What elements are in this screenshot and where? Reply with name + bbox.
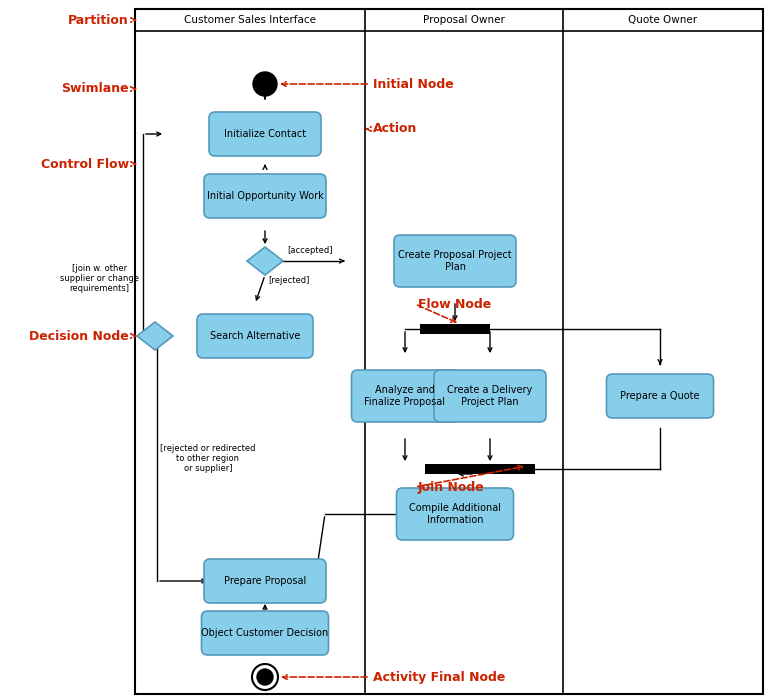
Text: Prepare a Quote: Prepare a Quote [621, 391, 700, 401]
Text: Flow Node: Flow Node [418, 298, 492, 310]
Text: Create a Delivery
Project Plan: Create a Delivery Project Plan [448, 385, 533, 408]
Polygon shape [137, 322, 173, 350]
Bar [425, 464, 535, 474]
Bar [135, 9, 763, 694]
Text: Prepare Proposal: Prepare Proposal [224, 576, 306, 586]
Text: Customer Sales Interface: Customer Sales Interface [184, 15, 316, 25]
Text: [rejected or redirected
to other region
or supplier]: [rejected or redirected to other region … [160, 444, 256, 473]
Text: Quote Owner: Quote Owner [628, 15, 697, 25]
Text: Partition: Partition [68, 13, 129, 27]
Text: [rejected]: [rejected] [268, 276, 310, 285]
FancyBboxPatch shape [352, 370, 458, 422]
Text: Initial Node: Initial Node [373, 78, 454, 90]
Text: Initialize Contact: Initialize Contact [224, 129, 306, 139]
Text: Activity Final Node: Activity Final Node [373, 670, 505, 684]
FancyBboxPatch shape [201, 611, 329, 655]
FancyBboxPatch shape [204, 559, 326, 603]
Polygon shape [247, 247, 283, 275]
Text: [accepted]: [accepted] [287, 246, 333, 255]
Text: Decision Node: Decision Node [29, 329, 129, 343]
Text: Proposal Owner: Proposal Owner [423, 15, 505, 25]
Circle shape [253, 72, 277, 96]
FancyBboxPatch shape [209, 112, 321, 156]
FancyBboxPatch shape [607, 374, 713, 418]
FancyBboxPatch shape [396, 488, 514, 540]
FancyBboxPatch shape [394, 235, 516, 287]
Text: Object Customer Decision: Object Customer Decision [201, 628, 329, 638]
Circle shape [257, 669, 273, 685]
Text: Control Flow: Control Flow [41, 157, 129, 171]
FancyBboxPatch shape [197, 314, 313, 358]
Text: Action: Action [373, 122, 417, 136]
FancyBboxPatch shape [434, 370, 546, 422]
Text: Search Alternative: Search Alternative [210, 331, 300, 341]
Text: Join Node: Join Node [418, 480, 485, 493]
FancyBboxPatch shape [204, 174, 326, 218]
Text: Compile Additional
Information: Compile Additional Information [409, 503, 501, 525]
Text: Create Proposal Project
Plan: Create Proposal Project Plan [398, 250, 511, 272]
Text: Analyze and
Finalize Proposal: Analyze and Finalize Proposal [365, 385, 445, 408]
Text: Initial Opportunity Work: Initial Opportunity Work [207, 191, 323, 201]
Text: [join w. other
supplier or change
requirements]: [join w. other supplier or change requir… [60, 264, 139, 294]
Circle shape [252, 664, 278, 690]
Text: Swimlane: Swimlane [61, 82, 129, 96]
Bar [420, 324, 490, 334]
